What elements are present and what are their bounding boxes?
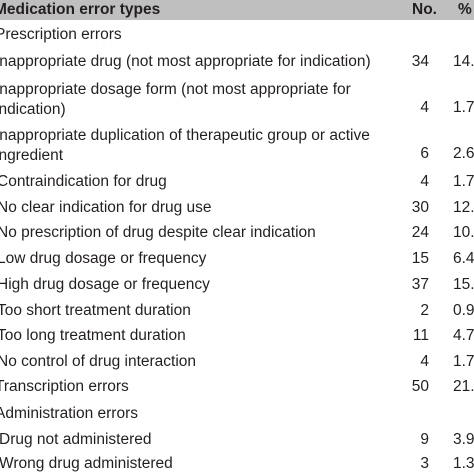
row-label: Contraindication for drug (0, 173, 167, 190)
row-percent: 21. (453, 378, 474, 395)
row-percent: 0.9 (453, 302, 474, 319)
row-percent: 1.3 (453, 455, 474, 472)
row-label: No clear indication for drug use (0, 199, 212, 216)
table-header: Medication error types No. % (0, 0, 474, 20)
row-label: Wrong drug administered (0, 455, 173, 472)
row-count: 2 (420, 302, 429, 319)
row-percent: 14. (453, 53, 474, 70)
row-label: Prescription errors (0, 26, 122, 43)
column-header-percent: % (458, 1, 472, 18)
row-label: No prescription of drug despite clear in… (0, 224, 316, 241)
row-count: 37 (411, 276, 429, 293)
column-header-count: No. (412, 1, 437, 18)
row-percent: 3.9 (453, 431, 474, 448)
row-label: Low drug dosage or frequency (0, 250, 207, 267)
row-label: Drug not administered (0, 431, 152, 448)
row-percent: 2.6 (453, 145, 474, 162)
row-label: High drug dosage or frequency (0, 276, 210, 293)
row-percent: 15. (453, 276, 474, 293)
row-count: 34 (411, 53, 429, 70)
row-percent: 12. (453, 199, 474, 216)
row-count: 4 (420, 173, 429, 190)
row-count: 24 (411, 224, 429, 241)
row-count: 4 (420, 99, 429, 116)
row-label: Inappropriate drug (not most appropriate… (0, 53, 371, 70)
row-label: Too long treatment duration (0, 327, 186, 344)
row-count: 6 (420, 145, 429, 162)
row-percent: 6.4 (453, 250, 474, 267)
row-percent: 1.7 (453, 173, 474, 190)
row-count: 9 (420, 431, 429, 448)
row-label: Inappropriate dosage form (not most appr… (0, 81, 351, 118)
row-label: Transcription errors (0, 378, 129, 395)
row-count: 15 (411, 250, 429, 267)
row-count: 11 (412, 327, 429, 344)
row-percent: 1.7 (453, 353, 474, 370)
row-count: 4 (420, 353, 429, 370)
row-label: No control of drug interaction (0, 353, 197, 370)
row-percent: 10. (453, 224, 474, 241)
row-label: Inappropriate duplication of therapeutic… (0, 127, 370, 164)
row-label: Administration errors (0, 405, 138, 422)
row-percent: 4.7 (453, 327, 474, 344)
column-header-error-types: Medication error types (0, 1, 161, 18)
row-count: 50 (411, 378, 429, 395)
row-count: 3 (420, 455, 429, 472)
row-percent: 1.7 (453, 99, 474, 116)
row-label: Too short treatment duration (0, 302, 191, 319)
row-count: 30 (411, 199, 429, 216)
